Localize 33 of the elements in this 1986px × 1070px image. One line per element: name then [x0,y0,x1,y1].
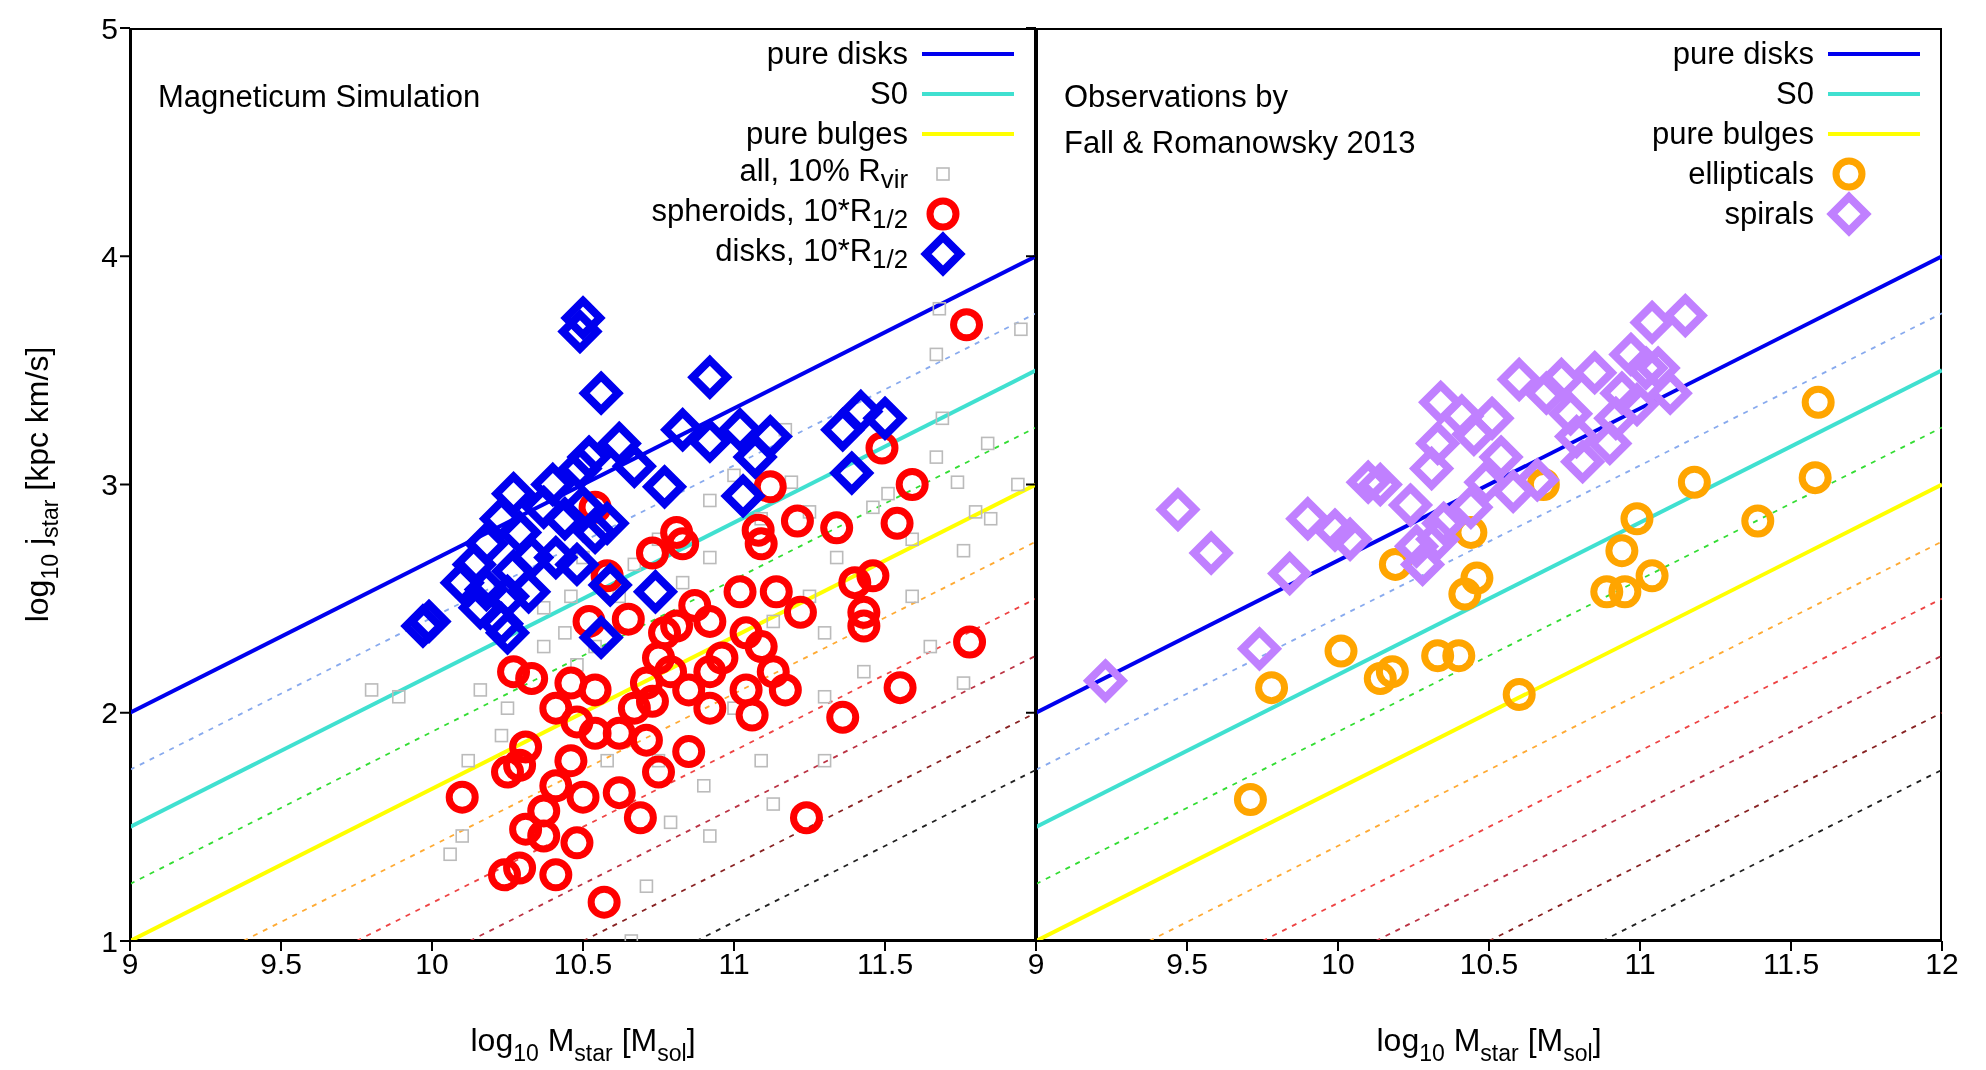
legend-label: spirals [1724,196,1814,232]
legend-label: all, 10% R$_{vir}$ [739,153,908,195]
x-tick-label: 10 [415,947,449,981]
legend-label: pure bulges [1651,116,1814,152]
x-tick-label: 11 [718,947,750,981]
legend-label: pure disks [766,36,908,72]
legend-label: pure disks [1672,36,1814,72]
x-tick-label: 9 [121,947,139,981]
legend-label: pure bulges [745,116,908,152]
y-tick-label: 5 [101,11,118,45]
x-axis-title: log$_{10}$ M$_{star}$ [M$_{sol}$] [1376,1022,1602,1066]
legend-label: S0 [1776,76,1814,112]
x-tick-label: 10 [1321,947,1355,981]
x-tick-label: 11 [1624,947,1656,981]
x-tick-label: 12 [1925,947,1959,981]
x-tick-label: 11.5 [856,947,914,981]
y-tick-label: 1 [101,924,118,958]
annotation: Observations by Fall & Romanowsky 2013 [1064,78,1416,162]
x-tick-label: 10.5 [1459,947,1519,981]
x-tick-label: 10.5 [553,947,613,981]
legend-label: disks, 10*R$_{1/2}$ [715,233,908,275]
x-tick-label: 9.5 [1166,947,1208,981]
x-axis-title: log$_{10}$ M$_{star}$ [M$_{sol}$] [470,1022,696,1066]
y-tick-label: 3 [101,468,118,502]
x-tick-label: 11.5 [1762,947,1820,981]
legend-label: ellipticals [1688,156,1814,192]
y-tick-label: 4 [101,239,118,273]
annotation: Magneticum Simulation [158,78,481,116]
y-tick-label: 2 [101,696,118,730]
legend-label: spheroids, 10*R$_{1/2}$ [651,193,908,235]
legend-label: S0 [870,76,908,112]
x-tick-label: 9.5 [260,947,302,981]
x-tick-label: 9 [1027,947,1045,981]
